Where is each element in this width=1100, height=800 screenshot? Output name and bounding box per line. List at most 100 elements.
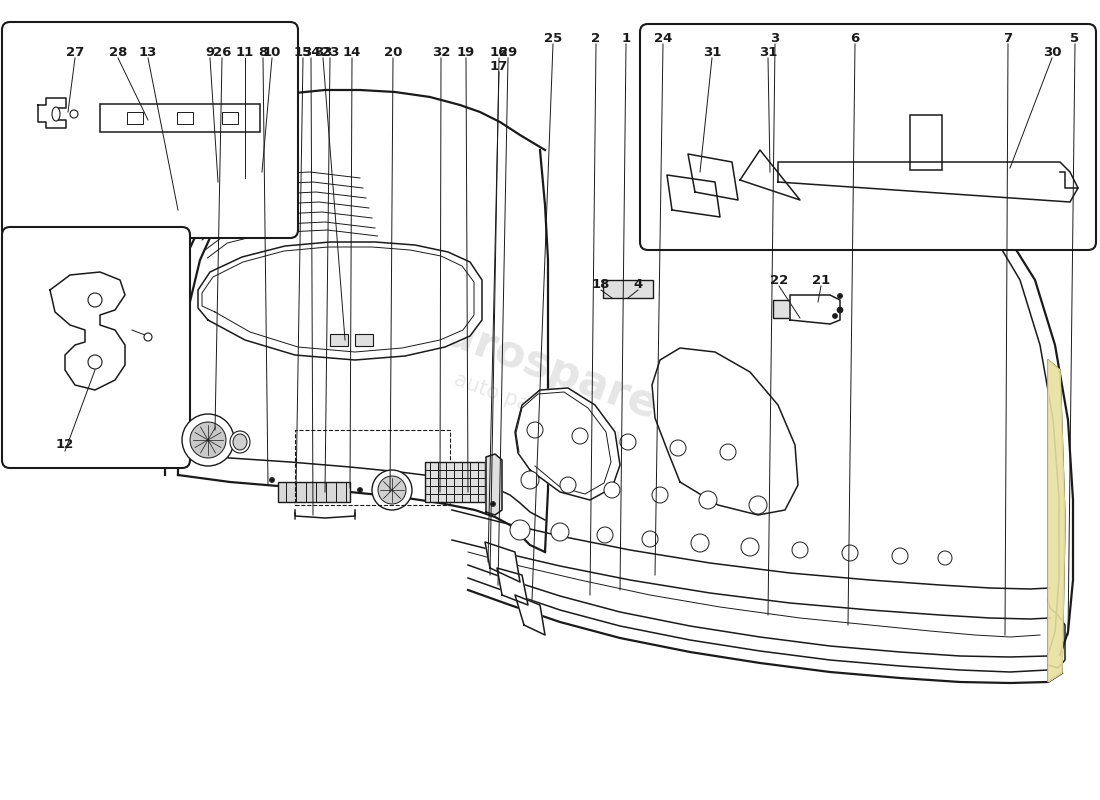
Text: 23: 23 bbox=[321, 46, 339, 58]
Circle shape bbox=[88, 293, 102, 307]
Circle shape bbox=[560, 477, 576, 493]
Text: 16: 16 bbox=[490, 46, 508, 58]
Text: 7: 7 bbox=[1003, 31, 1013, 45]
Polygon shape bbox=[198, 242, 482, 360]
Circle shape bbox=[551, 523, 569, 541]
Circle shape bbox=[270, 478, 275, 482]
Text: auto parts supply: auto parts supply bbox=[451, 370, 629, 450]
Polygon shape bbox=[688, 154, 738, 200]
Polygon shape bbox=[72, 142, 178, 162]
Circle shape bbox=[749, 496, 767, 514]
Bar bbox=[222, 112, 238, 124]
Circle shape bbox=[837, 307, 843, 313]
Polygon shape bbox=[50, 272, 125, 390]
Text: 32: 32 bbox=[432, 46, 450, 58]
Polygon shape bbox=[667, 175, 721, 217]
Text: 19: 19 bbox=[456, 46, 475, 58]
Bar bbox=[278, 482, 350, 502]
Bar bbox=[330, 334, 348, 346]
Ellipse shape bbox=[230, 431, 250, 453]
Circle shape bbox=[491, 502, 495, 506]
Circle shape bbox=[652, 487, 668, 503]
Circle shape bbox=[510, 520, 530, 540]
Text: 3: 3 bbox=[770, 31, 780, 45]
Circle shape bbox=[792, 542, 808, 558]
Ellipse shape bbox=[52, 107, 60, 121]
Circle shape bbox=[670, 440, 686, 456]
Polygon shape bbox=[486, 454, 502, 515]
Text: 33: 33 bbox=[314, 46, 332, 58]
Text: 22: 22 bbox=[770, 274, 788, 286]
Text: 29: 29 bbox=[499, 46, 517, 58]
Circle shape bbox=[88, 355, 102, 369]
Text: 34: 34 bbox=[301, 46, 320, 58]
FancyBboxPatch shape bbox=[2, 22, 298, 238]
Text: 27: 27 bbox=[66, 46, 84, 58]
Polygon shape bbox=[778, 162, 1078, 202]
Text: 12: 12 bbox=[56, 438, 74, 451]
Circle shape bbox=[833, 314, 837, 318]
Text: 17: 17 bbox=[490, 59, 508, 73]
Ellipse shape bbox=[233, 434, 248, 450]
Circle shape bbox=[521, 471, 539, 489]
Circle shape bbox=[378, 476, 406, 504]
Polygon shape bbox=[485, 542, 520, 582]
Text: 24: 24 bbox=[653, 31, 672, 45]
Bar bbox=[177, 112, 192, 124]
Text: 26: 26 bbox=[212, 46, 231, 58]
Circle shape bbox=[837, 294, 843, 298]
Text: 10: 10 bbox=[263, 46, 282, 58]
Circle shape bbox=[691, 534, 710, 552]
FancyBboxPatch shape bbox=[640, 24, 1096, 250]
Polygon shape bbox=[652, 348, 798, 515]
Bar bbox=[295, 430, 450, 505]
Text: 6: 6 bbox=[850, 31, 859, 45]
Circle shape bbox=[604, 482, 620, 498]
Circle shape bbox=[144, 333, 152, 341]
Circle shape bbox=[720, 444, 736, 460]
Text: 11: 11 bbox=[235, 46, 254, 58]
Circle shape bbox=[182, 414, 234, 466]
Circle shape bbox=[70, 110, 78, 118]
Bar bbox=[425, 462, 485, 502]
Bar bbox=[173, 196, 195, 218]
Circle shape bbox=[358, 487, 363, 493]
Circle shape bbox=[527, 422, 543, 438]
Bar bbox=[100, 104, 260, 132]
Text: 14: 14 bbox=[343, 46, 361, 58]
Polygon shape bbox=[72, 142, 165, 162]
Text: 15: 15 bbox=[294, 46, 312, 58]
Text: 31: 31 bbox=[759, 46, 778, 58]
Text: 21: 21 bbox=[812, 274, 830, 286]
Circle shape bbox=[372, 470, 412, 510]
Polygon shape bbox=[39, 98, 66, 128]
Polygon shape bbox=[740, 150, 800, 200]
Text: 13: 13 bbox=[139, 46, 157, 58]
Text: 30: 30 bbox=[1043, 46, 1062, 58]
Text: 2: 2 bbox=[592, 31, 601, 45]
Circle shape bbox=[892, 548, 907, 564]
Polygon shape bbox=[515, 595, 544, 635]
Bar bbox=[910, 115, 942, 170]
Circle shape bbox=[190, 422, 226, 458]
Text: Eurospares: Eurospares bbox=[410, 302, 690, 438]
Bar bbox=[773, 300, 821, 318]
Text: 4: 4 bbox=[634, 278, 642, 290]
Polygon shape bbox=[497, 568, 528, 605]
Circle shape bbox=[572, 428, 588, 444]
Circle shape bbox=[698, 491, 717, 509]
Polygon shape bbox=[1048, 360, 1065, 682]
Text: 5: 5 bbox=[1070, 31, 1079, 45]
Circle shape bbox=[597, 527, 613, 543]
Bar bbox=[603, 280, 653, 298]
Polygon shape bbox=[790, 295, 840, 324]
Circle shape bbox=[938, 551, 952, 565]
Text: 1: 1 bbox=[621, 31, 630, 45]
Text: 25: 25 bbox=[543, 31, 562, 45]
Text: 18: 18 bbox=[592, 278, 611, 290]
Bar bbox=[126, 112, 143, 124]
Circle shape bbox=[642, 531, 658, 547]
Circle shape bbox=[842, 545, 858, 561]
Text: 8: 8 bbox=[258, 46, 267, 58]
Text: 20: 20 bbox=[384, 46, 403, 58]
